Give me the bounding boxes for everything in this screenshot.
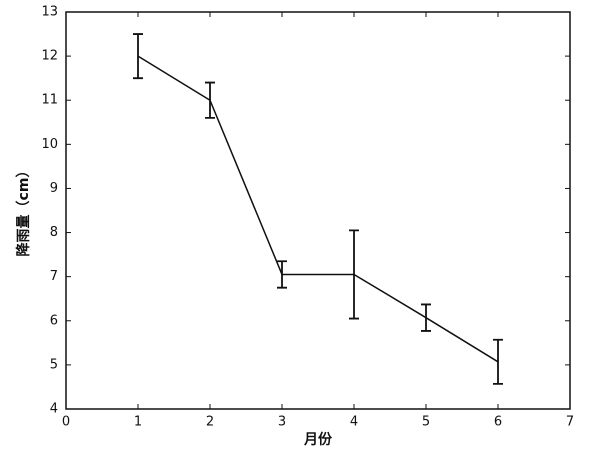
error-bar bbox=[349, 229, 359, 320]
plot-frame bbox=[65, 11, 571, 410]
y-tick-label: 8 bbox=[50, 225, 58, 240]
x-tick-label: 5 bbox=[422, 415, 430, 430]
y-tick-label: 12 bbox=[41, 49, 58, 64]
y-tick-label: 5 bbox=[50, 357, 58, 372]
x-axis-label: 月份 bbox=[303, 431, 333, 448]
x-tick-label: 6 bbox=[494, 415, 502, 430]
x-tick-label: 1 bbox=[134, 415, 142, 430]
y-axis-label: 降雨量（cm） bbox=[15, 164, 32, 257]
y-tick-label: 6 bbox=[50, 313, 58, 328]
error-bar bbox=[205, 81, 215, 119]
error-bar bbox=[277, 260, 287, 289]
y-tick-label: 10 bbox=[41, 137, 58, 152]
data-line bbox=[137, 55, 499, 363]
x-tick-label: 7 bbox=[566, 415, 574, 430]
y-tick-label: 4 bbox=[50, 402, 58, 417]
error-bar bbox=[493, 338, 503, 385]
y-tick-label: 7 bbox=[50, 269, 58, 284]
y-tick-label: 9 bbox=[50, 181, 58, 196]
x-tick-label: 2 bbox=[206, 415, 214, 430]
y-tick-label: 13 bbox=[41, 5, 58, 20]
x-tick-label: 3 bbox=[278, 415, 286, 430]
x-tick-label: 4 bbox=[350, 415, 358, 430]
y-tick-label: 11 bbox=[41, 93, 58, 108]
error-bar bbox=[421, 303, 431, 332]
x-tick-label: 0 bbox=[62, 415, 70, 430]
error-bar bbox=[133, 33, 143, 80]
